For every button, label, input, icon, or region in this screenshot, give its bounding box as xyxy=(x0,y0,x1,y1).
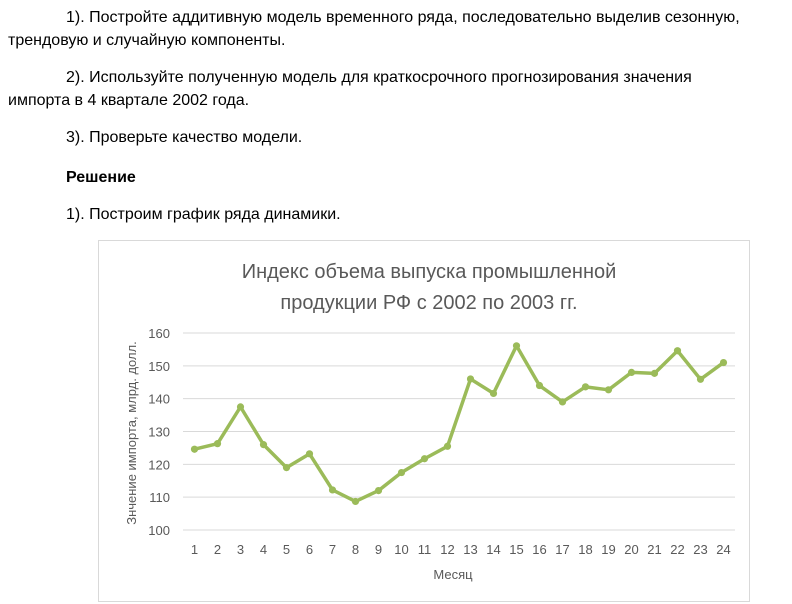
step1-text: 1). Построим график ряда динамики. xyxy=(66,206,341,223)
data-point xyxy=(466,375,475,383)
data-point xyxy=(650,369,659,377)
x-tick-label: 15 xyxy=(509,542,523,557)
chart-title-line-1: Индекс объема выпуска промышленной xyxy=(242,261,617,283)
task2-text: 2). Используйте полученную модель для кр… xyxy=(8,69,692,109)
data-point xyxy=(719,358,728,367)
task3-text: 3). Проверьте качество модели. xyxy=(66,129,303,146)
data-point xyxy=(696,375,705,383)
x-tick-label: 12 xyxy=(440,542,454,557)
task1-text: 1). Постройте аддитивную модель временно… xyxy=(8,9,740,49)
x-tick-label: 13 xyxy=(463,542,477,557)
y-tick-label: 120 xyxy=(148,457,170,472)
data-point xyxy=(673,347,682,355)
chart-frame: Индекс объема выпуска промышленной проду… xyxy=(98,240,750,602)
x-tick-label: 22 xyxy=(670,542,684,557)
data-point xyxy=(259,441,268,449)
solution-heading: Решение xyxy=(66,169,136,186)
x-tick-label: 4 xyxy=(260,542,267,557)
y-tick-label: 150 xyxy=(148,359,170,374)
data-point xyxy=(328,486,337,494)
x-tick-label: 24 xyxy=(716,542,730,557)
data-point xyxy=(558,398,567,406)
line-chart: Индекс объема выпуска промышленной проду… xyxy=(124,261,735,582)
x-tick-label: 2 xyxy=(214,542,221,557)
y-tick-label: 100 xyxy=(148,523,170,538)
x-tick-label: 1 xyxy=(191,542,198,557)
x-axis-label: Месяц xyxy=(433,567,473,582)
x-tick-label: 9 xyxy=(375,542,382,557)
y-tick-label: 140 xyxy=(148,392,170,407)
data-point xyxy=(581,383,590,391)
data-point xyxy=(282,464,291,472)
data-point xyxy=(604,386,613,394)
data-point xyxy=(535,381,544,390)
x-tick-label: 19 xyxy=(601,542,615,557)
data-point xyxy=(374,487,383,495)
y-tick-label: 160 xyxy=(148,326,170,341)
chart-title-line-2: продукции РФ с 2002 по 2003 гг. xyxy=(280,292,577,314)
series-line xyxy=(194,344,725,504)
x-tick-label: 6 xyxy=(306,542,313,557)
x-tick-label: 11 xyxy=(418,542,432,557)
data-point xyxy=(512,342,521,350)
data-point xyxy=(489,389,498,398)
x-tick-label: 3 xyxy=(237,542,244,557)
data-point xyxy=(443,442,452,450)
x-tick-label: 16 xyxy=(532,542,546,557)
x-tick-label: 5 xyxy=(283,542,290,557)
data-point xyxy=(305,450,314,458)
data-point xyxy=(236,403,245,411)
y-axis-label: Знчение импорта, млрд. долл. xyxy=(124,341,139,525)
x-tick-label: 23 xyxy=(693,542,707,557)
data-point xyxy=(213,440,222,448)
y-tick-label: 110 xyxy=(149,490,170,505)
x-tick-label: 20 xyxy=(624,542,638,557)
data-point xyxy=(190,445,199,453)
x-tick-label: 7 xyxy=(329,542,336,557)
data-point xyxy=(397,468,406,477)
x-tick-label: 17 xyxy=(555,542,569,557)
data-point xyxy=(627,368,636,376)
x-tick-label: 18 xyxy=(578,542,592,557)
x-tick-label: 14 xyxy=(486,542,500,557)
x-tick-label: 8 xyxy=(352,542,359,557)
x-tick-label: 10 xyxy=(394,542,408,557)
x-tick-label: 21 xyxy=(647,542,661,557)
data-point xyxy=(420,455,429,463)
data-point xyxy=(351,497,360,506)
y-tick-label: 130 xyxy=(148,425,170,440)
